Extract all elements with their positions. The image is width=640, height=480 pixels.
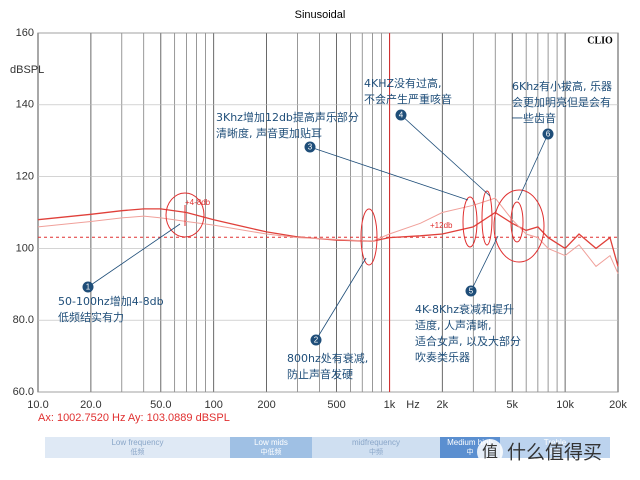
leader-line xyxy=(87,223,181,288)
annotation-text: 适度, 人声清晰, xyxy=(415,318,492,332)
annotation-text: 50-100hz增加4-8db xyxy=(58,294,164,308)
x-tick-label: 5k xyxy=(506,399,518,411)
x-tick-label: 20k xyxy=(609,399,627,411)
marker xyxy=(465,285,477,297)
watermark-text: 什么值得买 xyxy=(507,442,602,464)
highlight-ellipse xyxy=(481,190,493,246)
annotation-text: 适合女声, 以及大部分 xyxy=(415,334,521,348)
cursor-readout: Ax: 1002.7520 Hz Ay: 103.0889 dBSPL xyxy=(38,412,230,424)
band-name: Medium high xyxy=(447,438,493,447)
marker xyxy=(82,281,94,293)
highlight-ellipse xyxy=(165,192,205,238)
chart-title: Sinusoidal xyxy=(295,9,346,21)
band-name-cn: 中频 xyxy=(369,447,383,456)
annotation-text: 一些齿音 xyxy=(512,111,556,125)
leader-line xyxy=(517,133,549,201)
annotation-text: 3Khz增加12db提高声乐部分 xyxy=(216,110,359,124)
brand: CLIO xyxy=(587,35,613,46)
annotation-text: 800hz处有衰减, xyxy=(287,351,368,365)
y-tick-label: 100 xyxy=(16,242,34,254)
marker-number: 2 xyxy=(314,336,319,345)
x-tick-label: 100 xyxy=(205,399,223,411)
band-name-cn: 高频 xyxy=(548,447,562,456)
marker-number: 1 xyxy=(86,283,91,292)
band xyxy=(230,437,312,458)
band-name-cn: 中 xyxy=(467,447,474,456)
marker xyxy=(310,334,322,346)
annotation-text: 防止声音发硬 xyxy=(287,367,353,381)
y-tick-label: 80.0 xyxy=(13,314,34,326)
annotation-text: 4KHZ没有过高, xyxy=(364,76,442,90)
annotation-text: 清晰度, 声音更加贴耳 xyxy=(216,126,322,140)
x-axis-label: Hz xyxy=(406,399,419,411)
band-name: Treble xyxy=(544,438,567,447)
y-axis-label: dBSPL xyxy=(10,64,44,76)
highlight-ellipse xyxy=(493,189,545,263)
x-tick-label: 10.0 xyxy=(27,399,48,411)
x-tick-label: 2k xyxy=(436,399,448,411)
annotation-text: 会更加明亮但是会有 xyxy=(512,95,611,109)
marker xyxy=(542,128,554,140)
response-line xyxy=(37,197,619,274)
plot-frame xyxy=(37,32,619,393)
marker-number: 5 xyxy=(469,287,474,296)
annotation-text: 低频结实有力 xyxy=(58,310,124,324)
y-tick-label: 60.0 xyxy=(13,386,34,398)
marker-number: 3 xyxy=(308,143,313,152)
x-tick-label: 200 xyxy=(257,399,275,411)
annotation-text: 4K-8Khz衰减和提升 xyxy=(415,302,514,316)
marker xyxy=(395,109,407,121)
marker-number: 4 xyxy=(399,111,404,120)
x-tick-label: 20.0 xyxy=(80,399,101,411)
y-tick-label: 160 xyxy=(16,27,34,39)
leader-line xyxy=(315,257,367,341)
band xyxy=(45,437,230,458)
marker xyxy=(304,141,316,153)
x-tick-label: 10k xyxy=(556,399,574,411)
gain-label: +4-8db xyxy=(185,198,211,207)
leader-line xyxy=(400,114,491,197)
highlight-ellipse xyxy=(510,201,524,243)
band-name: midfrequency xyxy=(352,438,400,447)
response-line xyxy=(37,208,619,267)
gain-label: +12db xyxy=(430,221,453,230)
x-tick-label: 500 xyxy=(327,399,345,411)
band xyxy=(500,437,610,458)
annotation-text: 不会产生严重咳音 xyxy=(364,92,452,106)
band-name-cn: 中低频 xyxy=(261,447,282,456)
highlight-ellipse xyxy=(360,208,378,266)
annotation-text: 吹奏类乐器 xyxy=(415,350,470,364)
x-tick-label: 1k xyxy=(384,399,396,411)
highlight-ellipse xyxy=(462,196,478,248)
leader-line xyxy=(309,146,469,201)
leader-line xyxy=(470,235,499,292)
band xyxy=(312,437,440,458)
band-name: Low mids xyxy=(254,438,288,447)
band-name-cn: 低频 xyxy=(131,447,145,456)
annotation-text: 6Khz有小拔高, 乐器 xyxy=(512,79,612,93)
watermark-logo-bg xyxy=(477,439,503,465)
x-tick-label: 50.0 xyxy=(150,399,171,411)
y-tick-label: 140 xyxy=(16,99,34,111)
watermark-logo: 值 xyxy=(482,443,498,461)
band-name: Low frequency xyxy=(111,438,163,447)
y-tick-label: 120 xyxy=(16,171,34,183)
marker-number: 6 xyxy=(546,130,551,139)
